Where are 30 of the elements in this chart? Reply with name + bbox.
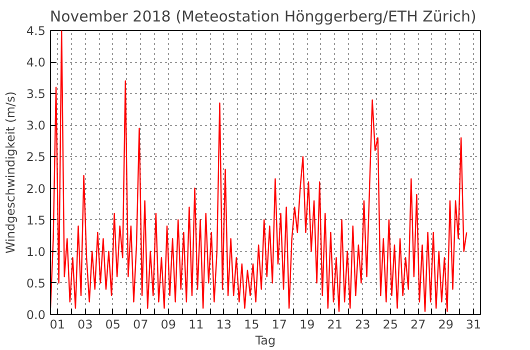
x-tick-label: 07 [133, 318, 148, 332]
x-tick-label: 29 [438, 318, 454, 332]
line-series [50, 30, 468, 312]
y-tick-label: 1.0 [26, 244, 46, 259]
x-tick-label: 31 [466, 318, 482, 332]
x-tick-label: 27 [410, 318, 426, 332]
y-tick-label: 4.5 [26, 24, 46, 38]
y-tick-label: 4.0 [26, 56, 46, 70]
y-tick-label: 2.5 [26, 150, 46, 164]
x-tick-label: 01 [50, 318, 66, 332]
y-tick-label: 0.5 [26, 276, 46, 290]
x-tick-label: 09 [160, 318, 176, 332]
y-tick-label: 1.5 [26, 213, 46, 228]
y-tick-label: 3.0 [26, 118, 46, 133]
x-tick-label: 13 [216, 318, 232, 332]
x-tick-label: 17 [272, 318, 288, 332]
x-tick-label: 25 [382, 318, 398, 332]
y-tick-label: 3.5 [26, 87, 46, 102]
x-tick-label: 11 [188, 318, 204, 332]
x-tick-label: 19 [299, 318, 315, 332]
x-tick-label: 23 [354, 318, 370, 332]
x-tick-label: 15 [244, 318, 260, 332]
chart-title: November 2018 (Meteostation Hönggerberg/ETH Zürich) [50, 8, 476, 26]
x-tick-label: 21 [327, 318, 342, 332]
x-tick-label: 03 [78, 318, 93, 332]
y-axis-title: Windgeschwindigkeit (m/s) [3, 91, 18, 254]
y-tick-label: 0.0 [26, 308, 46, 322]
x-axis-title: Tag [254, 334, 276, 348]
y-tick-label: 2.0 [26, 182, 46, 196]
x-tick-label: 05 [105, 318, 121, 332]
